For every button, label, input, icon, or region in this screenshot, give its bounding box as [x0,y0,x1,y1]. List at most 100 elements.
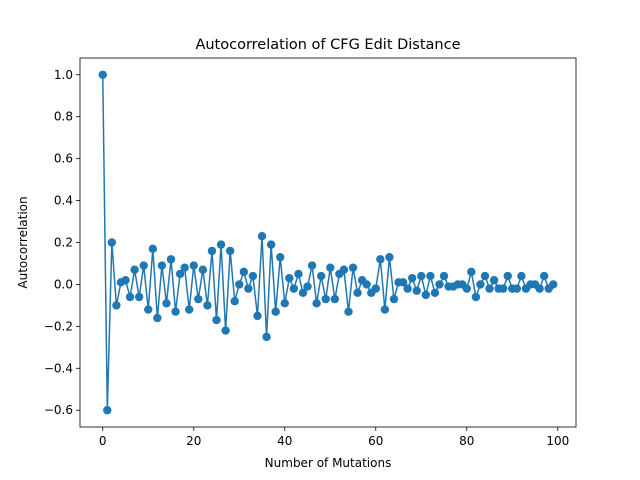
plot-frame [79,57,577,428]
data-point [257,232,267,241]
data-point [230,297,239,306]
data-point [371,284,380,293]
data-point [139,261,148,270]
data-point [316,271,326,281]
y-tick-label: −0.4 [44,361,73,375]
y-tick-label: 0.6 [54,152,73,166]
x-axis: 0 20 40 60 80 100 [99,427,569,448]
data-point [321,294,330,304]
data-point [285,273,294,283]
y-axis-label: Autocorrelation [16,196,30,288]
data-point [498,284,508,293]
data-point [248,271,258,281]
data-point [207,246,217,256]
data-point [276,252,285,262]
data-point [225,246,235,256]
data-point [476,280,485,289]
data-point [253,311,262,321]
data-point [103,406,112,415]
data-point [512,284,522,293]
data-point [244,284,253,293]
data-point [344,307,353,316]
data-point [294,269,303,279]
data-point [480,271,490,281]
data-point [171,307,180,316]
data-point [98,70,107,79]
data-point [189,261,198,270]
data-point [121,276,130,285]
data-point [439,271,449,281]
data-point [180,263,189,272]
data-point [326,263,335,272]
x-tick-label: 60 [368,434,383,448]
data-point [185,305,194,314]
data-point [398,278,408,287]
data-point [412,286,421,295]
data-point [112,301,121,310]
data-point [462,284,471,293]
data-point [407,273,417,283]
y-tick-label: 1.0 [54,68,73,82]
data-point [467,267,476,277]
data-point [312,299,321,308]
data-point [421,290,431,300]
data-point [517,271,526,281]
data-point [125,292,135,302]
data-point [203,301,212,310]
data-point [280,299,289,308]
data-point [362,280,371,289]
data-point [535,284,544,293]
data-point [348,263,358,272]
plot-area [98,70,558,415]
data-point [221,326,230,335]
y-tick-label: −0.6 [44,403,73,417]
x-tick-label: 40 [277,434,292,448]
data-point [539,271,549,281]
data-point [435,280,444,289]
x-tick-label: 100 [546,434,569,448]
y-axis: −0.6 −0.4 −0.2 0.0 0.2 0.4 0.6 0.8 1.0 [44,68,80,417]
x-tick-label: 20 [186,434,201,448]
data-point [289,284,299,293]
data-point [339,265,349,274]
data-point [303,282,312,291]
x-tick-label: 80 [459,434,474,448]
data-point [198,265,208,274]
y-tick-label: 0.8 [54,110,73,124]
data-point [417,271,426,281]
data-point [175,269,185,279]
data-point [239,267,249,277]
data-point [162,299,171,308]
series-line [102,74,554,411]
data-point [144,305,153,314]
x-tick-label: 0 [99,434,107,448]
data-point [134,292,144,302]
data-point [549,280,558,289]
data-point [157,261,167,270]
data-point [107,238,117,247]
data-point [166,255,176,264]
data-point [271,307,280,316]
y-tick-label: 0.2 [54,236,73,250]
data-point [403,284,412,293]
data-point [353,288,362,298]
data-point [380,305,390,314]
data-point [216,240,226,249]
data-point [262,332,271,342]
data-point [307,261,317,270]
y-tick-label: −0.2 [44,319,73,333]
data-point [389,294,399,304]
data-point [148,244,158,253]
data-point [485,284,494,293]
data-point [471,292,481,302]
data-point [235,280,244,289]
y-tick-label: 0.0 [54,277,73,291]
data-point [298,288,308,298]
data-point [489,276,499,285]
y-tick-label: 0.4 [54,194,73,208]
data-point [376,255,385,264]
data-point [130,265,139,274]
data-point [385,252,394,262]
chart-title: Autocorrelation of CFG Edit Distance [195,37,460,53]
